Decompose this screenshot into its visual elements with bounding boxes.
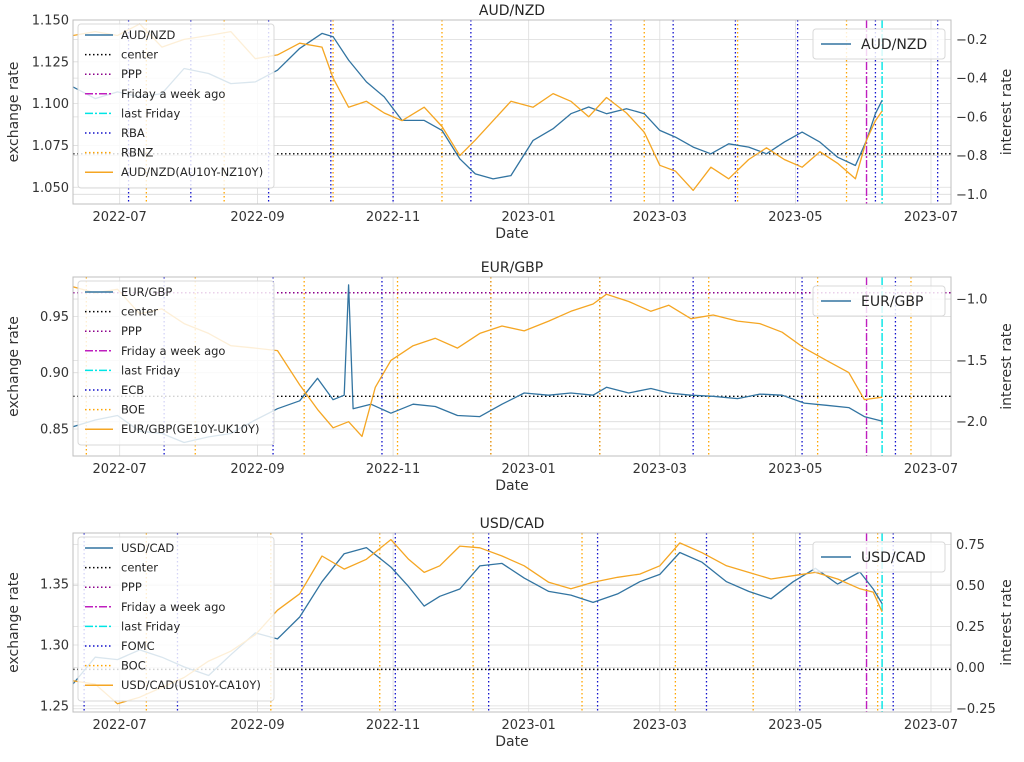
x-tick-label: 2023-03 (633, 718, 687, 733)
panel-title: AUD/NZD (479, 3, 545, 19)
legend-box (77, 23, 275, 189)
y-axis-label-right: interest rate (999, 69, 1015, 156)
y-right-tick-label: −1.0 (956, 293, 988, 308)
x-axis-label: Date (495, 478, 528, 494)
legend-label: BOE (121, 403, 145, 417)
y-right-tick-label: 0.00 (956, 661, 985, 676)
legend-label: BOC (121, 659, 146, 673)
panel-eur-gbp: 2022-07 2022-09 2022-11 2023-01 2023-03 2023-… (6, 260, 1015, 494)
legend-label: Friday a week ago (121, 600, 225, 614)
legend-label: EUR/GBP (121, 285, 172, 299)
legend-label-right: USD/CAD (861, 550, 926, 566)
y-left-tick-label: 0.85 (40, 422, 69, 437)
legend-label: Friday a week ago (121, 87, 225, 101)
legend-label: AUD/NZD (121, 28, 175, 42)
y-left-tick-label: 0.95 (40, 310, 69, 325)
panel-title: EUR/GBP (481, 260, 543, 276)
y-right-tick-label: −0.6 (956, 110, 988, 125)
plot-frame (72, 276, 952, 457)
x-tick-label: 2023-01 (502, 718, 556, 733)
legend-label: center (121, 48, 158, 62)
legend-box-right (812, 285, 946, 317)
y-axis-label-right: interest rate (999, 323, 1015, 410)
x-tick-label: 2023-07 (904, 210, 958, 225)
y-left-tick-label: 1.30 (40, 639, 69, 654)
legend-label: last Friday (121, 106, 180, 120)
y-right-tick-label: −1.0 (956, 188, 988, 203)
legend-box-right (812, 541, 946, 573)
x-tick-label: 2022-07 (93, 718, 147, 733)
y-right-tick-label: 0.75 (956, 538, 985, 553)
y-right-tick-label: 0.50 (956, 579, 985, 594)
legend-label: RBA (121, 126, 145, 140)
legend-label: FOMC (121, 639, 155, 653)
panel-aud-nzd: 2022-07 2022-09 2022-11 2023-01 2023-03 2023-… (6, 3, 1015, 242)
y-right-tick-label: −0.8 (956, 149, 988, 164)
y-left-tick-label: 1.125 (32, 55, 69, 70)
x-tick-label: 2023-01 (502, 462, 556, 477)
legend-label: PPP (121, 67, 142, 81)
y-left-tick-label: 1.075 (32, 139, 69, 154)
x-tick-label: 2023-07 (904, 462, 958, 477)
x-axis-label: Date (495, 226, 528, 242)
y-left-tick-label: 1.150 (32, 14, 69, 29)
legend-box (77, 280, 275, 446)
y-axis-label-left: exchange rate (6, 62, 22, 163)
legend-label: EUR/GBP(GE10Y-UK10Y) (121, 422, 260, 436)
x-tick-label: 2022-11 (366, 718, 420, 733)
y-left-tick-label: 1.25 (40, 699, 69, 714)
y-right-tick-label: −2.0 (956, 415, 988, 430)
legend-label-right: EUR/GBP (861, 294, 923, 310)
legend-label: USD/CAD(US10Y-CA10Y) (121, 678, 261, 692)
y-right-tick-label: −0.2 (956, 33, 988, 48)
legend-label: center (121, 561, 158, 575)
panel-title: USD/CAD (480, 516, 545, 532)
y-left-tick-label: 0.90 (40, 366, 69, 381)
legend-label: last Friday (121, 619, 180, 633)
x-tick-label: 2023-03 (633, 462, 687, 477)
x-axis-label: Date (495, 734, 528, 750)
x-tick-label: 2023-03 (633, 210, 687, 225)
plot-frame (72, 532, 952, 713)
legend-box-right (812, 28, 946, 60)
legend-label: ECB (121, 383, 144, 397)
y-left-tick-label: 1.35 (40, 578, 69, 593)
legend-label: PPP (121, 580, 142, 594)
legend-label: Friday a week ago (121, 344, 225, 358)
y-axis-label-left: exchange rate (6, 572, 22, 673)
legend-label: PPP (121, 324, 142, 338)
x-tick-label: 2023-05 (768, 462, 822, 477)
x-tick-label: 2022-09 (230, 462, 284, 477)
legend-label-right: AUD/NZD (861, 37, 927, 53)
legend-label: center (121, 305, 158, 319)
y-right-tick-label: −0.25 (956, 702, 996, 717)
y-right-tick-label: −1.5 (956, 354, 988, 369)
y-right-tick-label: 0.25 (956, 620, 985, 635)
x-tick-label: 2022-11 (366, 210, 420, 225)
legend-label: RBNZ (121, 146, 153, 160)
panel-usd-cad: 2022-07 2022-09 2022-11 2023-01 2023-03 2023-… (6, 516, 1015, 750)
legend-box (77, 536, 275, 702)
legend-label: last Friday (121, 363, 180, 377)
plot-frame (72, 19, 952, 205)
y-axis-label-right: interest rate (999, 579, 1015, 666)
x-tick-label: 2022-07 (93, 210, 147, 225)
x-tick-label: 2023-07 (904, 718, 958, 733)
legend-label: USD/CAD (121, 541, 174, 555)
y-left-tick-label: 1.100 (32, 97, 69, 112)
y-right-tick-label: −0.4 (956, 72, 988, 87)
x-tick-label: 2022-09 (230, 718, 284, 733)
x-tick-label: 2022-11 (366, 462, 420, 477)
y-axis-label-left: exchange rate (6, 316, 22, 417)
y-left-tick-label: 1.050 (32, 181, 69, 196)
x-tick-label: 2023-05 (768, 718, 822, 733)
legend-label: AUD/NZD(AU10Y-NZ10Y) (121, 165, 263, 179)
x-tick-label: 2022-09 (230, 210, 284, 225)
x-tick-label: 2022-07 (93, 462, 147, 477)
x-tick-label: 2023-01 (502, 210, 556, 225)
x-tick-label: 2023-05 (768, 210, 822, 225)
